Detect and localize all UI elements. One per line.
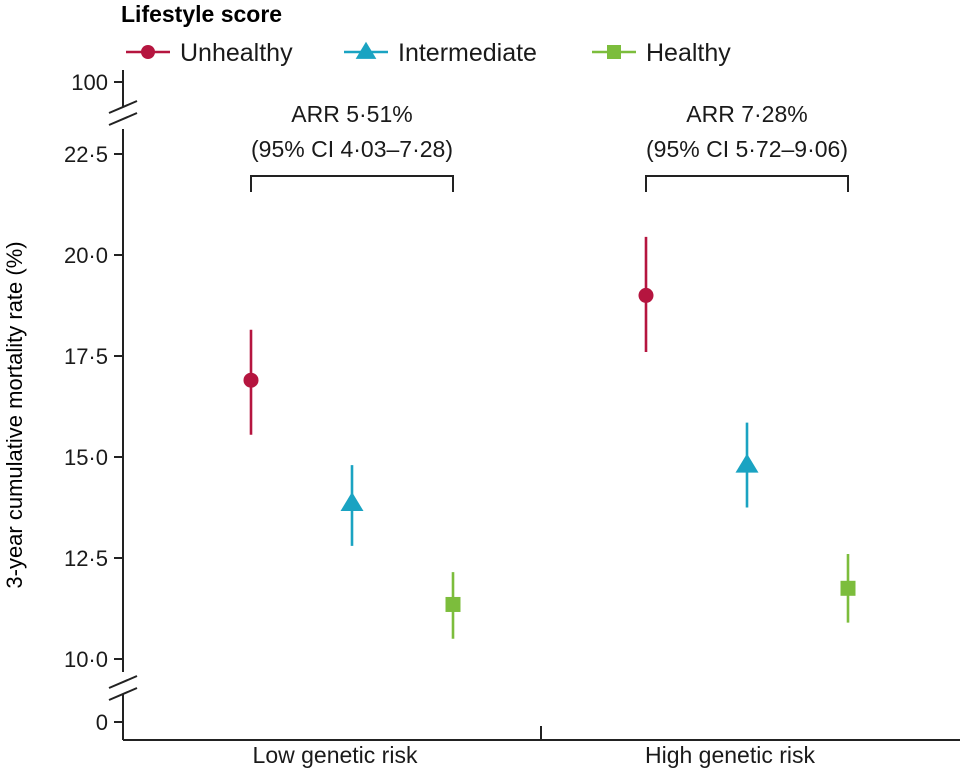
arr-annotation-ci: (95% CI 4·03–7·28)	[251, 136, 453, 162]
y-tick-label: 10·0	[64, 647, 108, 672]
axis-break-mark	[108, 112, 138, 126]
legend-label-healthy: Healthy	[646, 39, 731, 67]
y-tick-label: 17·5	[64, 344, 108, 369]
y-ticks: 0 10·0 12·5 15·0 17·5 20·0 22·5 100	[64, 70, 123, 735]
x-category-label: High genetic risk	[645, 742, 816, 768]
y-tick-label: 0	[96, 710, 108, 735]
legend: Unhealthy Intermediate Healthy	[126, 39, 731, 67]
point-intermediate-high-genetic-risk	[735, 453, 759, 473]
legend-label-intermediate: Intermediate	[398, 39, 537, 67]
legend-label-unhealthy: Unhealthy	[180, 39, 293, 67]
arr-bracket	[645, 175, 849, 192]
axis-break-mark	[108, 675, 138, 689]
arr-annotation-label: ARR 7·28%	[686, 101, 807, 127]
point-healthy-high-genetic-risk	[840, 580, 856, 596]
axes	[108, 70, 960, 741]
legend-title: Lifestyle score	[121, 1, 282, 27]
legend-marker-unhealthy	[141, 45, 155, 59]
data-marks	[243, 236, 856, 639]
point-intermediate-low-genetic-risk	[340, 492, 364, 512]
x-category-label: Low genetic risk	[253, 742, 418, 768]
legend-marker-intermediate	[355, 41, 377, 59]
x-categories: Low genetic risk High genetic risk	[253, 742, 816, 768]
legend-marker-healthy	[607, 45, 621, 59]
arr-bracket	[250, 175, 454, 192]
annotations: ARR 5·51% (95% CI 4·03–7·28) ARR 7·28% (95%…	[250, 101, 849, 192]
y-tick-label: 22·5	[64, 142, 108, 167]
axis-break-mark	[108, 687, 138, 701]
point-unhealthy-high-genetic-risk	[638, 287, 654, 303]
axis-break-mark	[108, 100, 138, 114]
y-tick-label: 12·5	[64, 546, 108, 571]
y-tick-label: 20·0	[64, 243, 108, 268]
point-healthy-low-genetic-risk	[445, 596, 461, 612]
y-axis-title: 3-year cumulative mortality rate (%)	[2, 241, 27, 588]
y-tick-label: 15·0	[64, 445, 108, 470]
point-unhealthy-low-genetic-risk	[243, 372, 259, 388]
arr-annotation-label: ARR 5·51%	[291, 101, 412, 127]
y-tick-label: 100	[71, 70, 108, 95]
arr-annotation-ci: (95% CI 5·72–9·06)	[646, 136, 848, 162]
